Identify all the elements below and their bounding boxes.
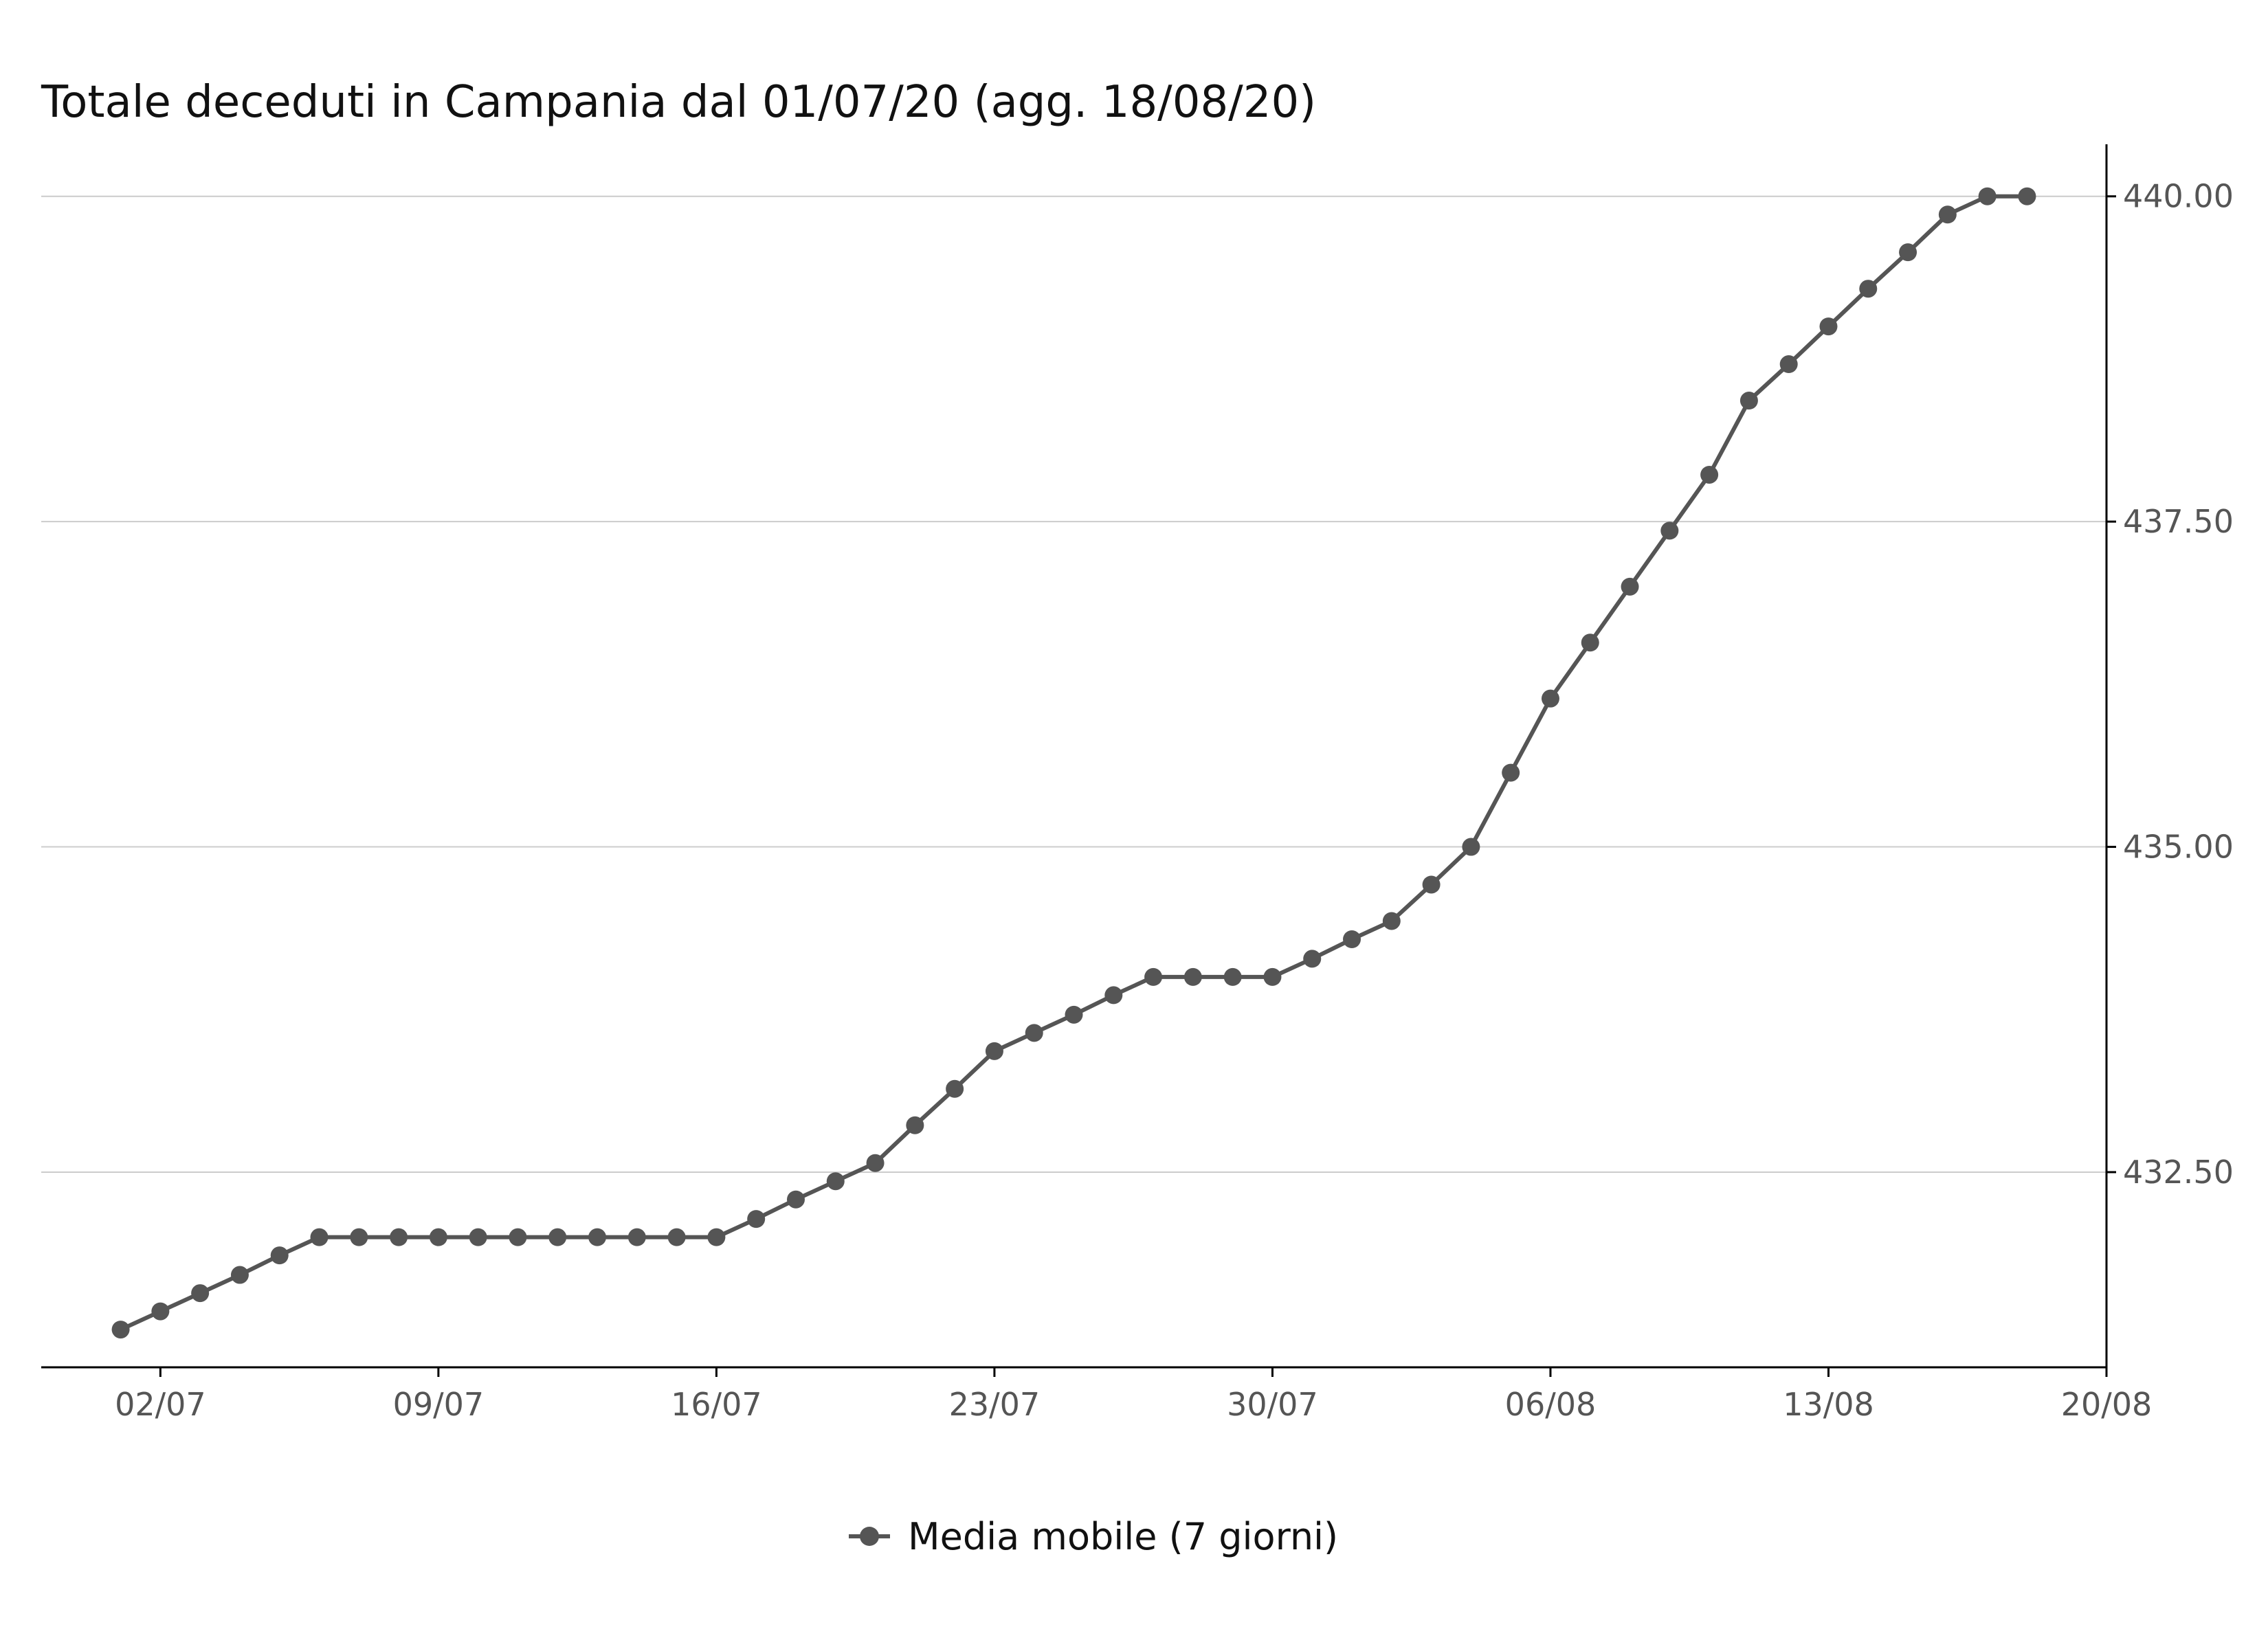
legend: Media mobile (7 giorni) bbox=[849, 1515, 1338, 1558]
data-point bbox=[310, 1228, 329, 1246]
data-point bbox=[270, 1246, 289, 1265]
data-point bbox=[1819, 317, 1838, 336]
data-point bbox=[191, 1284, 210, 1303]
data-point bbox=[985, 1042, 1003, 1060]
x-tick-label: 20/08 bbox=[2061, 1386, 2153, 1423]
data-point bbox=[469, 1228, 487, 1246]
data-point bbox=[588, 1228, 607, 1246]
y-tick-label: 435.00 bbox=[2123, 829, 2234, 866]
data-point bbox=[1899, 243, 1917, 262]
data-point bbox=[946, 1079, 964, 1098]
axes bbox=[41, 144, 2116, 1377]
y-tick-label: 437.50 bbox=[2123, 503, 2234, 540]
x-tick-label: 02/07 bbox=[115, 1386, 206, 1423]
legend-point-marker bbox=[860, 1527, 879, 1546]
series-media-mobile bbox=[111, 187, 2036, 1339]
data-point bbox=[1223, 967, 1242, 986]
data-point bbox=[1104, 986, 1123, 1005]
data-point bbox=[627, 1228, 646, 1246]
data-point bbox=[1660, 521, 1679, 540]
data-point bbox=[786, 1190, 805, 1209]
data-point bbox=[1263, 967, 1282, 986]
data-point bbox=[1144, 967, 1163, 986]
data-point bbox=[747, 1210, 766, 1229]
data-point bbox=[866, 1154, 885, 1172]
data-point bbox=[1621, 577, 1639, 596]
data-point bbox=[350, 1228, 368, 1246]
x-axis-ticks: 02/07 09/07 16/07 23/07 30/07 06/08 13/08 20/08 bbox=[115, 1386, 2152, 1423]
data-point bbox=[548, 1228, 567, 1246]
y-axis-ticks: 432.50 435.00 437.50 440.00 bbox=[2123, 178, 2234, 1191]
data-point bbox=[1779, 355, 1798, 374]
data-point bbox=[1938, 205, 1957, 224]
x-tick-label: 09/07 bbox=[393, 1386, 485, 1423]
data-point bbox=[1581, 633, 1599, 652]
data-point bbox=[390, 1228, 408, 1246]
data-point bbox=[1502, 763, 1520, 782]
data-point bbox=[1541, 689, 1559, 708]
data-point bbox=[1065, 1005, 1083, 1024]
y-tick-label: 440.00 bbox=[2123, 178, 2234, 215]
data-point bbox=[1700, 465, 1719, 484]
data-point bbox=[1462, 838, 1480, 856]
x-tick-label: 13/08 bbox=[1783, 1386, 1874, 1423]
data-point bbox=[2018, 187, 2036, 205]
data-point bbox=[707, 1228, 726, 1246]
legend-label: Media mobile (7 giorni) bbox=[908, 1515, 1338, 1558]
x-tick-label: 16/07 bbox=[671, 1386, 762, 1423]
data-point bbox=[1978, 187, 1997, 205]
data-point bbox=[1382, 912, 1401, 930]
data-point bbox=[826, 1172, 845, 1191]
x-tick-label: 06/08 bbox=[1505, 1386, 1597, 1423]
data-point bbox=[1343, 930, 1361, 948]
data-point bbox=[1183, 967, 1202, 986]
chart-title: Totale deceduti in Campania dal 01/07/20… bbox=[41, 77, 1316, 128]
data-point bbox=[111, 1321, 130, 1339]
data-point bbox=[151, 1302, 170, 1321]
data-point bbox=[667, 1228, 686, 1246]
data-point bbox=[906, 1116, 924, 1134]
data-point bbox=[1859, 280, 1878, 298]
data-point bbox=[230, 1266, 249, 1284]
x-tick-label: 30/07 bbox=[1227, 1386, 1318, 1423]
series-line bbox=[120, 194, 2027, 1332]
x-tick-label: 23/07 bbox=[949, 1386, 1041, 1423]
data-point bbox=[1303, 950, 1322, 968]
grid-lines bbox=[41, 195, 2106, 1173]
data-point bbox=[509, 1228, 527, 1246]
data-point bbox=[429, 1228, 447, 1246]
data-point bbox=[1025, 1024, 1043, 1042]
data-point bbox=[1739, 392, 1758, 410]
y-tick-label: 432.50 bbox=[2123, 1154, 2234, 1191]
data-point bbox=[1422, 875, 1441, 894]
